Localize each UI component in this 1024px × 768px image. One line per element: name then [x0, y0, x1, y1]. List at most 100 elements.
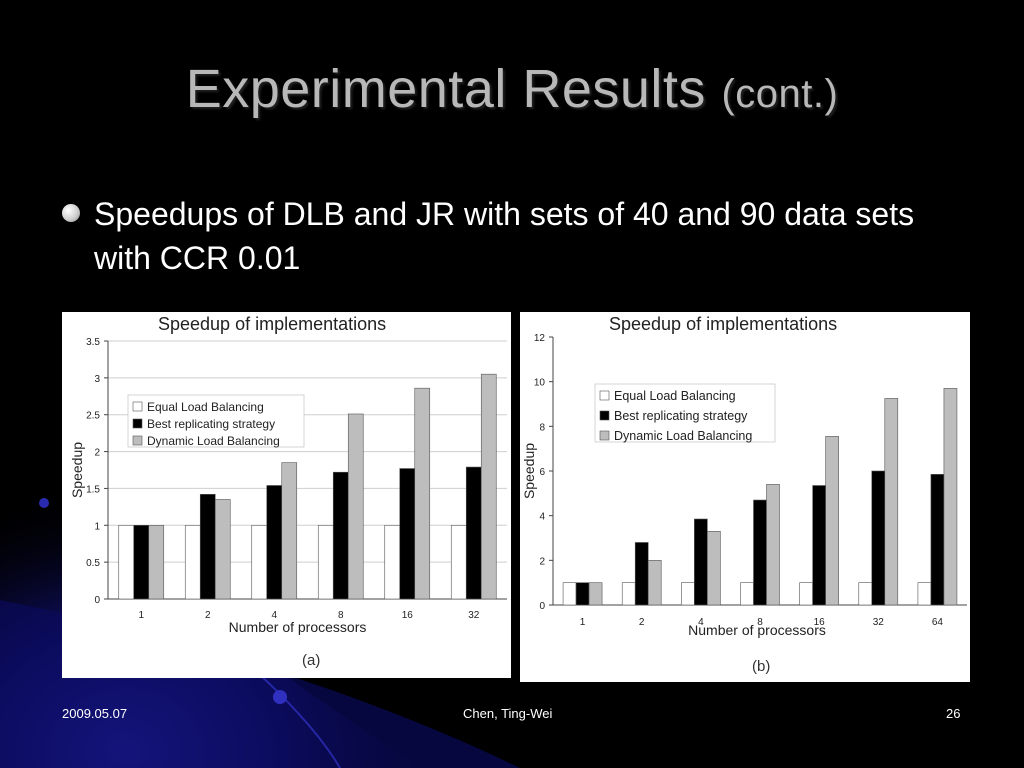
chart-legend: Equal Load Balancing Best replicating str…	[127, 394, 305, 448]
title-cont: (cont.)	[721, 72, 839, 116]
bullet-dot-icon	[62, 204, 80, 222]
bar	[148, 524, 165, 600]
y-tick-label: 3.5	[86, 337, 100, 348]
bar	[621, 582, 636, 606]
legend-swatch	[599, 430, 610, 441]
legend-swatch	[599, 410, 610, 421]
bullet-item: Speedups of DLB and JR with sets of 40 a…	[62, 192, 942, 280]
chart-legend: Equal Load Balancing Best replicating str…	[594, 383, 776, 443]
x-tick-label: 4	[271, 610, 277, 621]
x-tick-label: 1	[580, 617, 586, 628]
legend-label: Equal Load Balancing	[614, 389, 736, 403]
chart-a: 0 0.5 1 1.5 2 2.5 3 3.5 1 2 4 8 16 32 Number of proces…	[69, 337, 507, 635]
x-axis-label: Number of processors	[229, 619, 367, 635]
y-tick-label: 2	[539, 556, 545, 567]
legend-swatch	[132, 401, 143, 412]
chart-title: Speedup of implementations	[609, 314, 838, 334]
legend-label: Equal Load Balancing	[147, 400, 264, 414]
y-tick-label: 0	[539, 601, 545, 612]
x-tick-label: 4	[698, 617, 704, 628]
bar	[884, 398, 899, 606]
bar	[317, 524, 334, 600]
y-tick-label: 3	[94, 374, 100, 385]
y-tick-label: 2.5	[86, 411, 100, 422]
y-tick-label: 1	[94, 521, 100, 532]
x-tick-label: 8	[338, 610, 344, 621]
footer-page-number: 26	[946, 706, 961, 721]
legend-label: Dynamic Load Balancing	[147, 434, 280, 448]
x-tick-label: 16	[402, 610, 414, 621]
chart-panel-b: Speedup of implementations 0 2 4 6 8 10 12 1 2 4 8…	[520, 312, 970, 682]
bar	[740, 582, 754, 606]
bar	[399, 468, 416, 600]
chart-panel-a: Speedup of implementations 0 0.5 1 1.5 2 2.5 3…	[62, 312, 511, 678]
y-tick-label: 6	[539, 467, 545, 478]
bar	[281, 462, 298, 600]
y-tick-label: 0.5	[86, 558, 100, 569]
bar	[871, 470, 886, 606]
legend-swatch	[599, 390, 610, 401]
bar	[384, 524, 401, 600]
footer-date: 2009.05.07	[62, 706, 128, 721]
legend-swatch	[132, 435, 143, 446]
bar	[694, 518, 708, 606]
bar	[332, 471, 349, 600]
bar	[812, 485, 826, 606]
bar	[943, 388, 958, 606]
bar	[766, 484, 780, 606]
y-tick-label: 1.5	[86, 484, 100, 495]
slide-title: Experimental Results (cont.)	[0, 58, 1024, 120]
bar	[917, 582, 932, 606]
y-axis-label: Speedup	[521, 443, 537, 499]
x-tick-label: 32	[873, 617, 885, 628]
y-axis-label: Speedup	[69, 442, 85, 498]
x-tick-label: 2	[205, 610, 211, 621]
y-tick-label: 0	[94, 595, 100, 606]
x-tick-label: 32	[468, 610, 480, 621]
bar	[118, 524, 135, 600]
bar	[133, 524, 150, 600]
chart-title: Speedup of implementations	[158, 314, 387, 334]
legend-label: Dynamic Load Balancing	[614, 429, 752, 443]
y-tick-label: 2	[94, 448, 100, 459]
bar	[465, 466, 482, 600]
bar	[266, 485, 283, 600]
bar	[575, 582, 590, 606]
bar	[825, 436, 839, 606]
chart-sublabel: (b)	[752, 658, 771, 675]
bar	[707, 531, 721, 606]
y-tick-label: 12	[534, 333, 546, 344]
bar	[562, 582, 577, 606]
legend-box	[594, 383, 776, 443]
bar	[251, 524, 268, 600]
bar	[634, 542, 649, 606]
chart-sublabel: (a)	[302, 652, 321, 669]
bar	[799, 582, 813, 606]
bar	[480, 373, 497, 600]
legend-box	[127, 394, 305, 448]
bar	[647, 560, 662, 606]
x-axis-label: Number of processors	[688, 622, 826, 638]
legend-label: Best replicating strategy	[147, 417, 275, 431]
bar	[753, 499, 767, 606]
bar	[858, 582, 873, 606]
bar	[214, 499, 231, 600]
x-tick-label: 16	[814, 617, 826, 628]
y-tick-label: 8	[539, 422, 545, 433]
legend-label: Best replicating strategy	[614, 409, 748, 423]
x-tick-label: 8	[757, 617, 763, 628]
title-main: Experimental Results	[185, 59, 706, 119]
bar	[450, 524, 467, 600]
y-tick-label: 4	[539, 512, 545, 523]
x-tick-label: 64	[932, 617, 944, 628]
bar	[199, 494, 216, 600]
y-tick-label: 10	[534, 378, 546, 389]
bar	[414, 387, 431, 600]
footer-author: Chen, Ting-Wei	[463, 706, 553, 721]
bullet-text: Speedups of DLB and JR with sets of 40 a…	[94, 196, 915, 276]
legend-swatch	[132, 418, 143, 429]
x-tick-label: 1	[138, 610, 144, 621]
bar	[347, 413, 364, 600]
x-tick-label: 2	[639, 617, 645, 628]
bar	[681, 582, 695, 606]
